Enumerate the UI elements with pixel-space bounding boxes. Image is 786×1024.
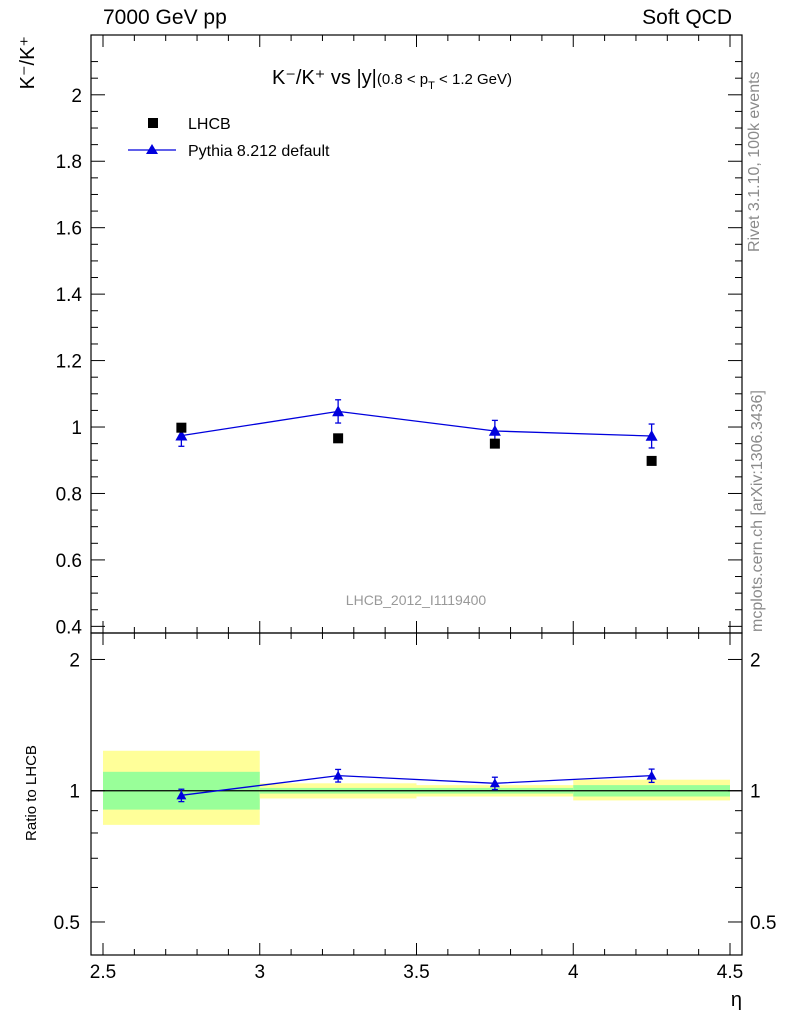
y-axis-label: K⁻/K⁺ — [17, 36, 39, 89]
pythia-point — [488, 425, 501, 436]
ratio-point — [333, 770, 344, 780]
ratio-y-tick-label-left: 0.5 — [54, 913, 80, 934]
legend-marker-pythia — [146, 144, 158, 154]
plot-title-cond: (0.8 < p — [377, 71, 428, 88]
x-tick-label: 4 — [568, 962, 579, 983]
ratio-y-tick-label-left: 1 — [69, 782, 80, 803]
x-tick-label: 4.5 — [717, 962, 743, 983]
pythia-point — [645, 429, 658, 441]
y-tick-label: 1.6 — [56, 219, 82, 240]
watermark-label: LHCB_2012_I1119400 — [346, 592, 487, 608]
ratio-y-tick-label-right: 1 — [750, 782, 761, 803]
plot-title-cond-sub: T — [428, 80, 435, 92]
pythia-point — [175, 429, 188, 441]
y-tick-label: 2 — [71, 86, 82, 107]
lhcb-point — [646, 455, 657, 466]
header-process-label: Soft QCD — [642, 6, 732, 29]
legend-marker-lhcb — [148, 118, 158, 128]
ratio-y-tick-label-right: 2 — [750, 650, 761, 671]
lhcb-point — [176, 422, 187, 433]
x-tick-label: 3 — [254, 962, 265, 983]
y-tick-label: 1.2 — [56, 352, 82, 373]
ratio-y-tick-label-right: 0.5 — [750, 913, 776, 934]
header-energy-label: 7000 GeV pp — [103, 6, 227, 29]
axis-ticks — [91, 35, 742, 955]
ratio-y-axis-label: Ratio to LHCB — [23, 745, 40, 841]
y-tick-label: 1.4 — [56, 285, 83, 306]
tick-labels: 2.5 3 3.5 4 4.5 0.4 0.6 0.8 1 1.2 1.4 1.6 1.8 2 0.5 1 2 0… — [54, 86, 777, 983]
pythia-line — [181, 410, 652, 437]
ratio-line — [181, 774, 652, 796]
legend-label-pythia: Pythia 8.212 default — [188, 143, 330, 160]
y-tick-label: 0.8 — [56, 484, 82, 505]
plot-title: K⁻/K⁺ vs |y|(0.8 < pT < 1.2 GeV) — [272, 67, 512, 92]
lhcb-point — [333, 433, 344, 444]
plot-title-cond-close: < 1.2 GeV) — [435, 71, 512, 88]
lhcb-point — [489, 438, 500, 449]
data-series — [175, 399, 658, 803]
ratio-point — [646, 770, 657, 780]
ratio-uncertainty-bands — [103, 750, 730, 825]
y-tick-label: 0.6 — [56, 551, 82, 572]
x-axis-label: η — [731, 989, 742, 1011]
x-tick-label: 2.5 — [90, 962, 116, 983]
legend: LHCB Pythia 8.212 default — [128, 116, 330, 160]
y-tick-label: 1.8 — [56, 152, 82, 173]
legend-label-lhcb: LHCB — [188, 116, 231, 133]
ratio-y-tick-label-left: 2 — [69, 650, 80, 671]
pythia-point — [332, 405, 345, 417]
ratio-point — [489, 778, 500, 788]
y-tick-label: 0.4 — [56, 617, 83, 638]
x-tick-label: 3.5 — [403, 962, 429, 983]
ratio-point — [176, 790, 187, 800]
plot-title-main: K⁻/K⁺ vs |y| — [272, 67, 377, 89]
y-tick-label: 1 — [71, 418, 82, 439]
